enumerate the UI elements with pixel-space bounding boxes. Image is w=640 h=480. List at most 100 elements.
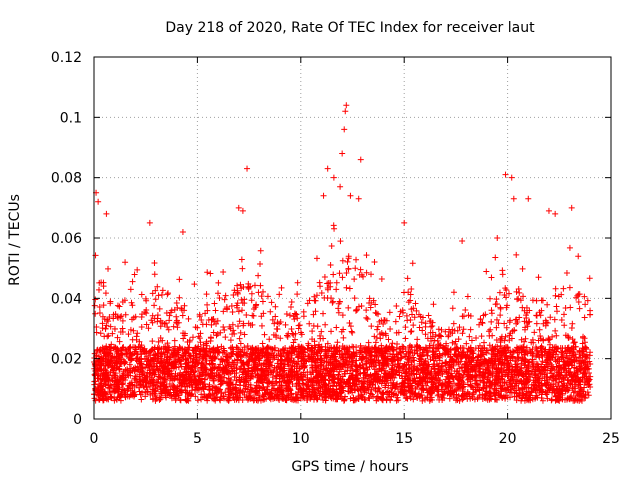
data-point xyxy=(340,334,347,341)
data-point xyxy=(216,295,223,302)
data-point xyxy=(324,294,331,301)
data-point xyxy=(449,339,456,346)
data-point xyxy=(487,326,494,333)
data-point xyxy=(217,361,224,368)
data-point xyxy=(122,259,129,266)
data-point xyxy=(406,372,413,379)
data-point xyxy=(486,342,493,349)
data-point xyxy=(472,367,479,374)
data-point xyxy=(222,292,229,299)
data-point xyxy=(288,299,295,306)
data-point xyxy=(110,315,117,322)
data-point xyxy=(97,330,104,337)
data-point xyxy=(220,268,227,275)
data-point xyxy=(191,281,198,288)
data-point xyxy=(238,256,245,263)
data-point xyxy=(494,396,501,403)
data-point xyxy=(537,332,544,339)
data-point xyxy=(345,304,352,311)
data-point xyxy=(352,265,359,272)
data-point xyxy=(151,302,158,309)
data-point xyxy=(229,321,236,328)
data-point xyxy=(459,396,466,403)
data-point xyxy=(467,326,474,333)
data-point xyxy=(258,313,265,320)
data-point xyxy=(260,288,267,295)
data-point xyxy=(351,276,358,283)
data-point xyxy=(413,307,420,314)
data-point xyxy=(138,313,145,320)
data-point xyxy=(363,307,370,314)
data-point xyxy=(215,279,222,286)
data-point xyxy=(127,286,134,293)
data-point xyxy=(117,397,124,404)
data-point xyxy=(201,376,208,383)
data-point xyxy=(217,329,224,336)
data-point xyxy=(587,307,594,314)
data-point xyxy=(353,256,360,263)
data-point xyxy=(493,300,500,307)
data-point xyxy=(567,304,574,311)
data-point xyxy=(311,297,318,304)
data-point xyxy=(366,295,373,302)
data-point xyxy=(267,308,274,315)
data-point xyxy=(411,314,418,321)
data-point xyxy=(131,271,138,278)
data-point xyxy=(253,382,260,389)
data-point xyxy=(191,363,198,370)
data-point xyxy=(329,299,336,306)
data-point xyxy=(339,312,346,319)
data-point xyxy=(122,311,129,318)
data-point xyxy=(418,319,425,326)
data-point xyxy=(144,388,151,395)
data-point xyxy=(352,307,359,314)
data-point xyxy=(109,330,116,337)
data-point xyxy=(343,284,350,291)
data-point xyxy=(241,331,248,338)
data-point xyxy=(586,275,593,282)
data-point xyxy=(460,313,467,320)
data-point xyxy=(347,395,354,402)
data-point xyxy=(162,320,169,327)
data-point xyxy=(139,389,146,396)
data-point xyxy=(214,331,221,338)
data-point xyxy=(544,395,551,402)
data-point xyxy=(393,397,400,404)
data-point xyxy=(346,285,353,292)
data-point xyxy=(429,329,436,336)
data-point xyxy=(143,321,150,328)
data-point xyxy=(459,330,466,337)
data-point xyxy=(114,313,121,320)
data-point xyxy=(392,318,399,325)
data-point xyxy=(336,270,343,277)
data-point xyxy=(409,311,416,318)
data-point xyxy=(259,340,266,347)
data-point xyxy=(497,335,504,342)
data-point xyxy=(540,320,547,327)
data-point xyxy=(505,290,512,297)
data-point xyxy=(408,358,415,365)
data-point xyxy=(210,329,217,336)
data-point xyxy=(294,354,301,361)
data-point xyxy=(561,322,568,329)
data-point xyxy=(545,335,552,342)
data-point xyxy=(519,265,526,272)
data-point xyxy=(552,327,559,334)
data-point xyxy=(566,244,573,251)
data-point xyxy=(149,290,156,297)
data-point xyxy=(409,260,416,267)
data-point xyxy=(515,286,522,293)
data-point xyxy=(353,357,360,364)
data-point xyxy=(456,324,463,331)
data-point xyxy=(220,324,227,331)
data-point xyxy=(396,372,403,379)
data-point xyxy=(539,297,546,304)
data-point xyxy=(102,290,109,297)
data-point xyxy=(422,323,429,330)
data-point xyxy=(408,286,415,293)
data-point xyxy=(166,312,173,319)
data-point xyxy=(147,391,154,398)
data-point xyxy=(468,337,475,344)
data-point xyxy=(333,286,340,293)
data-point xyxy=(291,316,298,323)
